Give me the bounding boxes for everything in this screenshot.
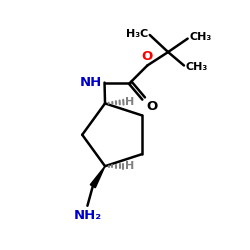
Text: NH: NH bbox=[79, 76, 102, 89]
Text: H: H bbox=[125, 161, 134, 171]
Text: CH₃: CH₃ bbox=[186, 62, 208, 72]
Text: O: O bbox=[146, 100, 158, 114]
Polygon shape bbox=[90, 166, 105, 188]
Text: CH₃: CH₃ bbox=[190, 32, 212, 42]
Text: O: O bbox=[142, 50, 153, 62]
Text: H₃C: H₃C bbox=[126, 29, 148, 39]
Text: H: H bbox=[125, 97, 134, 107]
Text: NH₂: NH₂ bbox=[73, 210, 102, 222]
